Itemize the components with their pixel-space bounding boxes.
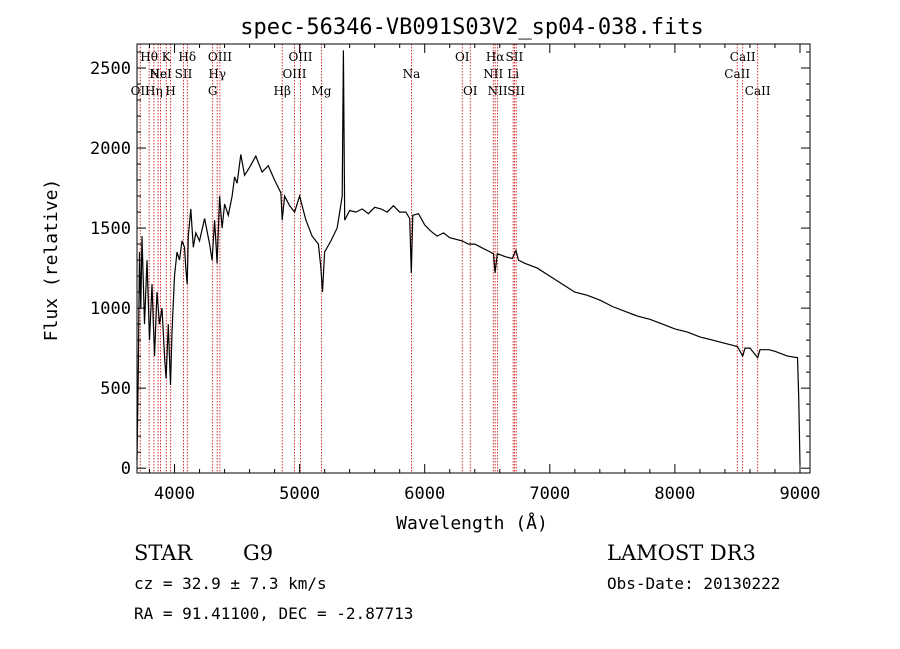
object-subclass: G9 <box>243 541 273 565</box>
line-label: OI <box>455 50 470 64</box>
spectrum-series-line <box>136 50 801 466</box>
line-label: SII <box>175 67 193 81</box>
line-label: SII <box>506 50 524 64</box>
line-label: K <box>162 50 172 64</box>
line-label: OIII <box>282 67 306 81</box>
x-tick-label: 5000 <box>279 484 320 504</box>
line-label: H <box>165 84 175 98</box>
line-label: G <box>208 84 218 98</box>
y-axis-ticks: 0 500 1000 1500 2000 2500 <box>90 51 810 479</box>
line-label: Hθ <box>140 50 158 64</box>
x-tick-label: 7000 <box>529 484 570 504</box>
survey-name: LAMOST DR3 <box>607 541 756 565</box>
y-tick-label: 500 <box>100 379 131 399</box>
x-axis-label: Wavelength (Å) <box>396 512 548 534</box>
line-label: SII <box>507 84 525 98</box>
line-label: Hα <box>486 50 505 64</box>
y-tick-label: 2000 <box>90 139 131 159</box>
line-label: Mg <box>312 84 332 98</box>
y-tick-label: 0 <box>121 459 131 479</box>
y-tick-label: 1000 <box>90 299 131 319</box>
line-label: Hβ <box>274 84 291 98</box>
line-label: Hη <box>145 84 163 98</box>
x-tick-label: 4000 <box>154 484 195 504</box>
line-label: Li <box>507 67 519 81</box>
line-label: Hγ <box>208 67 226 81</box>
line-label: CaII <box>745 84 771 98</box>
x-axis-ticks: 4000 5000 6000 7000 8000 9000 <box>149 44 821 504</box>
line-label: OI <box>463 84 478 98</box>
object-class: STAR <box>134 541 193 565</box>
line-label: Ne <box>149 67 167 81</box>
y-axis-label: Flux (relative) <box>41 179 62 342</box>
x-tick-label: 6000 <box>404 484 445 504</box>
line-label: Na <box>403 67 421 81</box>
spectral-line-markers <box>139 44 759 473</box>
chart-title: spec-56346-VB091S03V2_sp04-038.fits <box>240 15 704 40</box>
line-label: NII <box>488 84 508 98</box>
spectral-line-labels: OIIHθHηNeHeIKHSIIHδGHγOIIIHβOIIIOIIIMgNa… <box>131 50 771 98</box>
line-label: CaII <box>724 67 750 81</box>
y-tick-label: 2500 <box>90 59 131 79</box>
line-label: NII <box>483 67 503 81</box>
line-label: OII <box>131 84 151 98</box>
line-label: HeI <box>149 67 172 81</box>
coordinates-info: RA = 91.41100, DEC = -2.87713 <box>134 604 413 623</box>
y-tick-label: 1500 <box>90 219 131 239</box>
observation-date: Obs-Date: 20130222 <box>607 574 780 593</box>
plot-frame <box>136 43 811 474</box>
line-label: OIII <box>288 50 312 64</box>
line-label: CaII <box>730 50 756 64</box>
redshift-info: cz = 32.9 ± 7.3 km/s <box>134 574 327 593</box>
x-tick-label: 8000 <box>654 484 695 504</box>
x-tick-label: 9000 <box>780 484 821 504</box>
line-label: Hδ <box>178 50 196 64</box>
line-label: OIII <box>208 50 232 64</box>
